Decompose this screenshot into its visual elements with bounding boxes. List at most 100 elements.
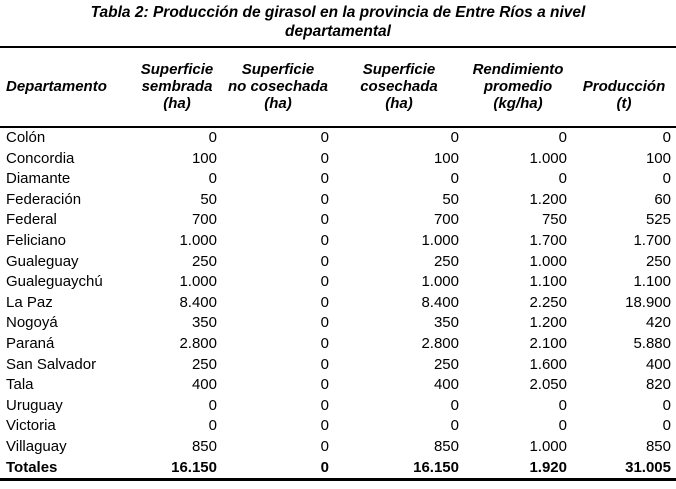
- value-cell: 820: [645, 376, 671, 394]
- totals-row: Totales 16.150 0 16.150 1.920 31.005: [0, 458, 676, 480]
- department-cell: Villaguay: [6, 437, 67, 455]
- value-cell: 0: [320, 334, 329, 352]
- value-cell: 400: [191, 376, 217, 394]
- value-cell: 0: [662, 129, 671, 146]
- value-cell: 100: [433, 149, 459, 167]
- value-cell: 0: [558, 170, 567, 188]
- value-cell: 0: [320, 314, 329, 332]
- value-cell: 2.800: [179, 334, 217, 352]
- department-cell: Gualeguay: [6, 252, 79, 270]
- department-cell: Uruguay: [6, 396, 63, 414]
- value-cell: 850: [433, 437, 459, 455]
- value-cell: 1.000: [529, 437, 567, 455]
- value-cell: 0: [320, 293, 329, 311]
- value-cell: 0: [320, 273, 329, 291]
- value-cell: 18.900: [625, 293, 671, 311]
- value-cell: 0: [662, 170, 671, 188]
- value-cell: 50: [200, 190, 217, 208]
- value-cell: 16.150: [171, 458, 217, 476]
- value-cell: 250: [191, 252, 217, 270]
- table-row: La Paz 8.400 0 8.400 2.250 18.900: [0, 293, 676, 314]
- value-cell: 0: [320, 211, 329, 229]
- value-cell: 0: [208, 396, 217, 414]
- table-row: San Salvador 250 0 250 1.600 400: [0, 355, 676, 376]
- value-cell: 0: [558, 396, 567, 414]
- department-cell: Totales: [6, 458, 58, 476]
- value-cell: 0: [662, 417, 671, 435]
- value-cell: 2.100: [529, 334, 567, 352]
- department-cell: Concordia: [6, 149, 75, 167]
- value-cell: 350: [191, 314, 217, 332]
- value-cell: 1.600: [529, 355, 567, 373]
- value-cell: 1.700: [633, 231, 671, 249]
- value-cell: 850: [191, 437, 217, 455]
- value-cell: 1.200: [529, 314, 567, 332]
- value-cell: 100: [191, 149, 217, 167]
- value-cell: 0: [320, 355, 329, 373]
- value-cell: 1.000: [529, 149, 567, 167]
- department-cell: San Salvador: [6, 355, 97, 373]
- value-cell: 1.000: [421, 273, 459, 291]
- value-cell: 0: [320, 149, 329, 167]
- value-cell: 0: [450, 396, 459, 414]
- table-row: Federación 50 0 50 1.200 60: [0, 190, 676, 211]
- value-cell: 0: [320, 129, 329, 146]
- value-cell: 0: [320, 437, 329, 455]
- value-cell: 750: [541, 211, 567, 229]
- value-cell: 31.005: [625, 458, 671, 476]
- production-table: Departamento Superficie sembrada (ha) Su…: [0, 46, 676, 482]
- value-cell: 0: [208, 417, 217, 435]
- col-header-superficie-cosechada: Superficie cosechada (ha): [334, 47, 464, 128]
- value-cell: 0: [320, 252, 329, 270]
- department-cell: Gualeguaychú: [6, 273, 103, 291]
- table-row: Colón 0 0 0 0 0: [0, 127, 676, 149]
- value-cell: 2.050: [529, 376, 567, 394]
- value-cell: 700: [191, 211, 217, 229]
- value-cell: 1.000: [179, 273, 217, 291]
- table-row: Uruguay 0 0 0 0 0: [0, 396, 676, 417]
- value-cell: 0: [320, 231, 329, 249]
- value-cell: 0: [450, 170, 459, 188]
- col-header-rendimiento-promedio: Rendimiento promedio (kg/ha): [464, 47, 572, 128]
- col-header-superficie-sembrada: Superficie sembrada (ha): [132, 47, 222, 128]
- department-cell: Diamante: [6, 170, 71, 188]
- table-row: Victoria 0 0 0 0 0: [0, 416, 676, 437]
- table-row: Gualeguaychú 1.000 0 1.000 1.100 1.100: [0, 272, 676, 293]
- header-row: Departamento Superficie sembrada (ha) Su…: [0, 47, 676, 128]
- value-cell: 850: [645, 437, 671, 455]
- value-cell: 0: [558, 417, 567, 435]
- value-cell: 0: [208, 129, 217, 146]
- value-cell: 1.920: [529, 458, 567, 476]
- department-cell: Nogoyá: [6, 314, 58, 332]
- value-cell: 2.250: [529, 293, 567, 311]
- department-cell: Federación: [6, 190, 82, 208]
- department-cell: Colón: [6, 129, 46, 146]
- value-cell: 400: [645, 355, 671, 373]
- value-cell: 250: [433, 355, 459, 373]
- table-row: Diamante 0 0 0 0 0: [0, 169, 676, 190]
- department-cell: Paraná: [6, 334, 55, 352]
- value-cell: 0: [558, 129, 567, 146]
- value-cell: 60: [654, 190, 671, 208]
- department-cell: Tala: [6, 376, 34, 394]
- value-cell: 1.700: [529, 231, 567, 249]
- value-cell: 1.100: [633, 273, 671, 291]
- table-row: Nogoyá 350 0 350 1.200 420: [0, 313, 676, 334]
- department-cell: La Paz: [6, 293, 53, 311]
- value-cell: 350: [433, 314, 459, 332]
- col-header-departamento: Departamento: [0, 47, 132, 128]
- col-header-superficie-no-cosechada: Superficie no cosechada (ha): [222, 47, 334, 128]
- value-cell: 0: [320, 417, 329, 435]
- table-row: Tala 400 0 400 2.050 820: [0, 375, 676, 396]
- value-cell: 8.400: [421, 293, 459, 311]
- table-row: Gualeguay 250 0 250 1.000 250: [0, 252, 676, 273]
- value-cell: 525: [645, 211, 671, 229]
- table-title: Tabla 2: Producción de girasol en la pro…: [0, 0, 676, 41]
- value-cell: 0: [320, 170, 329, 188]
- value-cell: 0: [320, 396, 329, 414]
- value-cell: 0: [320, 458, 329, 476]
- value-cell: 2.800: [421, 334, 459, 352]
- table-row: Villaguay 850 0 850 1.000 850: [0, 437, 676, 458]
- value-cell: 250: [645, 252, 671, 270]
- department-cell: Victoria: [6, 417, 56, 435]
